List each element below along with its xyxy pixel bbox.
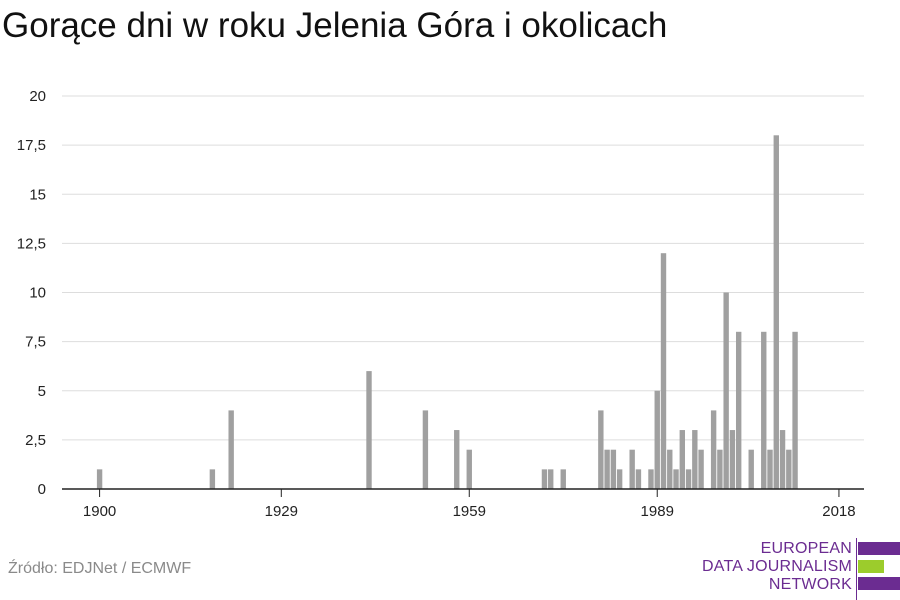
logo-line-3: NETWORK <box>768 576 852 593</box>
bar-layer <box>96 135 798 490</box>
bar-chart: 0 2,5 5 7,5 10 12,5 15 17,5 20 1900 1929 1959 1989 20… <box>17 88 864 520</box>
bar <box>648 469 654 489</box>
bar <box>654 390 660 489</box>
y-tick-label: 15 <box>29 186 46 203</box>
bar <box>723 292 729 489</box>
y-tick-label: 0 <box>38 481 46 498</box>
bar <box>629 449 635 489</box>
bar <box>786 449 792 489</box>
bar <box>228 410 234 489</box>
bar <box>779 430 786 489</box>
x-tick-label: 1929 <box>265 503 298 520</box>
bar <box>773 135 779 490</box>
bar <box>96 469 103 489</box>
bar <box>767 449 773 489</box>
logo-bar-middle <box>858 560 884 573</box>
y-tick-label: 10 <box>29 285 46 302</box>
bar <box>792 331 798 489</box>
bar <box>717 449 723 489</box>
bar <box>698 449 704 489</box>
y-tick-label: 17,5 <box>17 137 46 154</box>
logo-line-1: EUROPEAN <box>760 540 852 557</box>
bar <box>710 410 717 489</box>
x-tick-label: 2018 <box>822 503 855 520</box>
logo-bar-bottom <box>858 577 900 590</box>
bar <box>692 430 698 489</box>
bar <box>685 469 692 489</box>
logo-rule <box>856 538 857 600</box>
bar <box>729 430 736 489</box>
bar <box>366 371 372 489</box>
grid-layer <box>62 95 864 441</box>
bar <box>598 410 604 489</box>
y-tick-label: 7,5 <box>25 334 46 351</box>
x-tick-label: 1959 <box>453 503 486 520</box>
y-tick-label: 20 <box>29 88 46 105</box>
bar <box>735 331 742 489</box>
bar <box>454 430 460 489</box>
bar <box>761 331 767 489</box>
bar <box>667 449 673 489</box>
bar <box>209 469 216 489</box>
bar <box>673 469 679 489</box>
bar <box>635 469 642 489</box>
axis-layer: 0 2,5 5 7,5 10 12,5 15 17,5 20 1900 1929 1959 1989 20… <box>17 88 864 520</box>
bar <box>748 449 754 489</box>
bar <box>466 449 472 489</box>
logo-line-2: DATA JOURNALISM <box>702 558 852 575</box>
bar <box>610 449 617 489</box>
edjnet-logo[interactable]: EUROPEAN DATA JOURNALISM NETWORK <box>702 538 900 600</box>
y-tick-label: 5 <box>38 383 46 400</box>
bar <box>422 410 429 489</box>
y-tick-label: 12,5 <box>17 235 46 252</box>
bar <box>560 469 566 489</box>
y-tick-label: 2,5 <box>25 432 46 449</box>
bar <box>616 469 623 489</box>
x-tick-label: 1900 <box>83 503 116 520</box>
bar <box>548 469 554 489</box>
bar <box>660 253 667 489</box>
bar <box>604 449 610 489</box>
logo-bar-top <box>858 542 900 555</box>
bar <box>679 430 685 489</box>
bar <box>541 469 548 489</box>
source-note: Źródło: EDJNet / ECMWF <box>8 560 192 577</box>
x-tick-label: 1989 <box>641 503 674 520</box>
chart-title: Gorące dni w roku Jelenia Góra i okolica… <box>2 6 668 45</box>
